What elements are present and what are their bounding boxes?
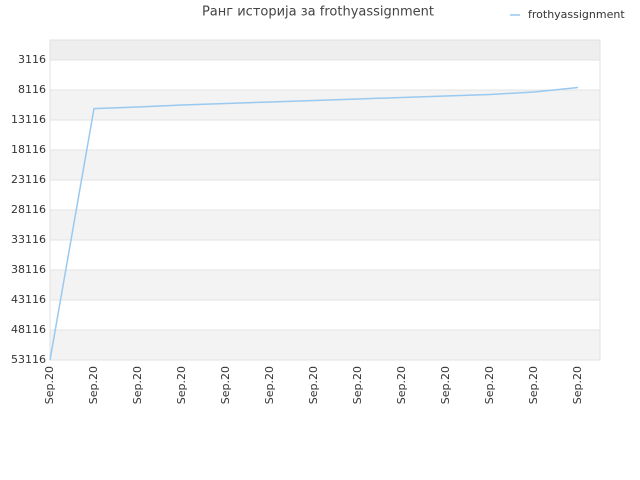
grid-band	[50, 209, 600, 240]
x-tick-label: Sep.20	[571, 366, 584, 404]
x-tick-label: Sep.20	[307, 366, 320, 404]
y-tick-label: 18116	[11, 143, 46, 156]
y-tick-label: 28116	[11, 203, 46, 216]
x-tick-label: Sep.20	[175, 366, 188, 404]
x-tick-label: Sep.20	[395, 366, 408, 404]
y-tick-label: 38116	[11, 263, 46, 276]
x-tick-label: Sep.20	[527, 366, 540, 404]
legend-label: frothyassignment	[528, 8, 625, 21]
grid-band	[50, 89, 600, 120]
chart-title: Ранг историја за frothyassignment	[202, 5, 434, 20]
y-tick-label: 48116	[11, 323, 46, 336]
x-tick-label: Sep.20	[263, 366, 276, 404]
grid-band	[50, 269, 600, 300]
x-tick-label: Sep.20	[131, 366, 144, 404]
grid-band	[50, 329, 600, 360]
x-tick-label: Sep.20	[43, 366, 56, 404]
x-tick-label: Sep.20	[87, 366, 100, 404]
y-tick-label: 8116	[18, 83, 46, 96]
plot-frame	[49, 39, 601, 361]
y-tick-label: 43116	[11, 293, 46, 306]
line	[49, 86, 579, 361]
y-tick-label: 33116	[11, 233, 46, 246]
x-tick-label: Sep.20	[351, 366, 364, 404]
x-tick-label: Sep.20	[439, 366, 452, 404]
y-tick-label: 23116	[11, 173, 46, 186]
y-tick-label: 3116	[18, 53, 46, 66]
y-tick-label: 53116	[11, 353, 46, 366]
x-tick-label: Sep.20	[219, 366, 232, 404]
y-tick-label: 13116	[11, 113, 46, 126]
grid-band	[50, 149, 600, 180]
x-tick-label: Sep.20	[483, 366, 496, 404]
grid-band	[50, 40, 600, 60]
